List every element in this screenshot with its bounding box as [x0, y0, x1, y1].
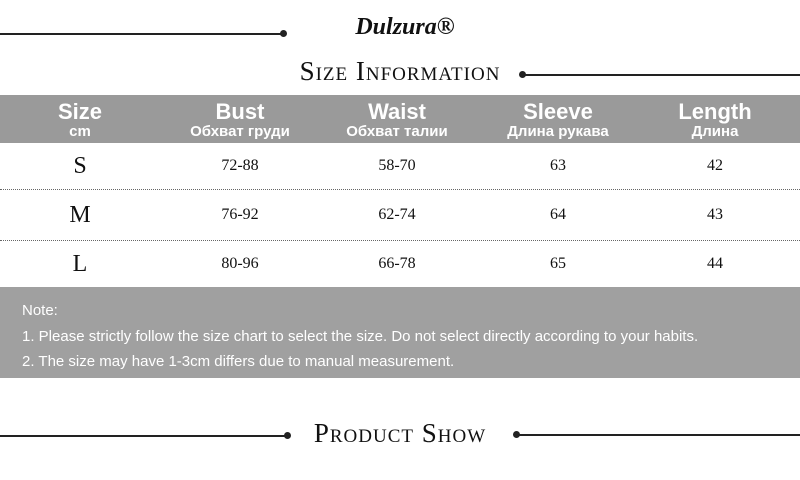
- divider-line: [0, 33, 283, 35]
- size-cell: M: [69, 202, 91, 228]
- header-sub: Обхват груди: [190, 123, 290, 140]
- header-label: Bust: [215, 99, 265, 124]
- table-cell: 44: [707, 255, 723, 272]
- table-cell: 72-88: [221, 157, 259, 174]
- divider-line: [522, 74, 800, 76]
- header-label: Waist: [368, 99, 426, 124]
- header-label: Size: [57, 99, 103, 124]
- table-cell: 43: [707, 206, 723, 223]
- divider-dot: [280, 30, 287, 37]
- notes-title: Note:: [22, 302, 58, 319]
- table-cell: 63: [550, 157, 566, 174]
- row-separator: [0, 240, 800, 241]
- header-cell: Size cm: [0, 95, 160, 140]
- brand: Dulzura®: [355, 14, 455, 40]
- table-cell: 62-74: [378, 206, 416, 223]
- divider-line: [0, 435, 287, 437]
- table-cell: 42: [707, 157, 723, 174]
- header-cell: Length Длина: [635, 95, 795, 140]
- size-cell: S: [73, 153, 87, 179]
- table-cell: 76-92: [221, 206, 259, 223]
- header-cell: Bust Обхват груди: [160, 95, 320, 140]
- header-sub: cm: [69, 123, 91, 140]
- header-cell: Waist Обхват талии: [317, 95, 477, 140]
- table-cell: 66-78: [378, 255, 416, 272]
- size-title: Size Information: [299, 56, 501, 86]
- table-header: Size cm Bust Обхват груди Waist Обхват талии S…: [0, 95, 800, 143]
- table-cell: 65: [550, 255, 566, 272]
- table-cell: 64: [550, 206, 566, 223]
- table-cell: 80-96: [221, 255, 259, 272]
- size-cell: L: [72, 251, 88, 277]
- note-item: 1. Please strictly follow the size chart…: [22, 328, 699, 345]
- header-sub: Длина: [691, 123, 739, 140]
- table-cell: 58-70: [378, 157, 416, 174]
- product-title: Product Show: [313, 418, 487, 448]
- note-item: 2. The size may have 1-3cm differs due t…: [22, 353, 455, 370]
- header-sub: Длина рукава: [507, 123, 609, 140]
- divider-dot: [284, 432, 291, 439]
- notes: Note: 1. Please strictly follow the size…: [0, 287, 800, 378]
- divider-line: [516, 434, 800, 436]
- header-sub: Обхват талии: [346, 123, 448, 140]
- row-separator: [0, 189, 800, 190]
- header-label: Sleeve: [523, 99, 593, 124]
- header-label: Length: [678, 99, 752, 124]
- header-cell: Sleeve Длина рукава: [478, 95, 638, 140]
